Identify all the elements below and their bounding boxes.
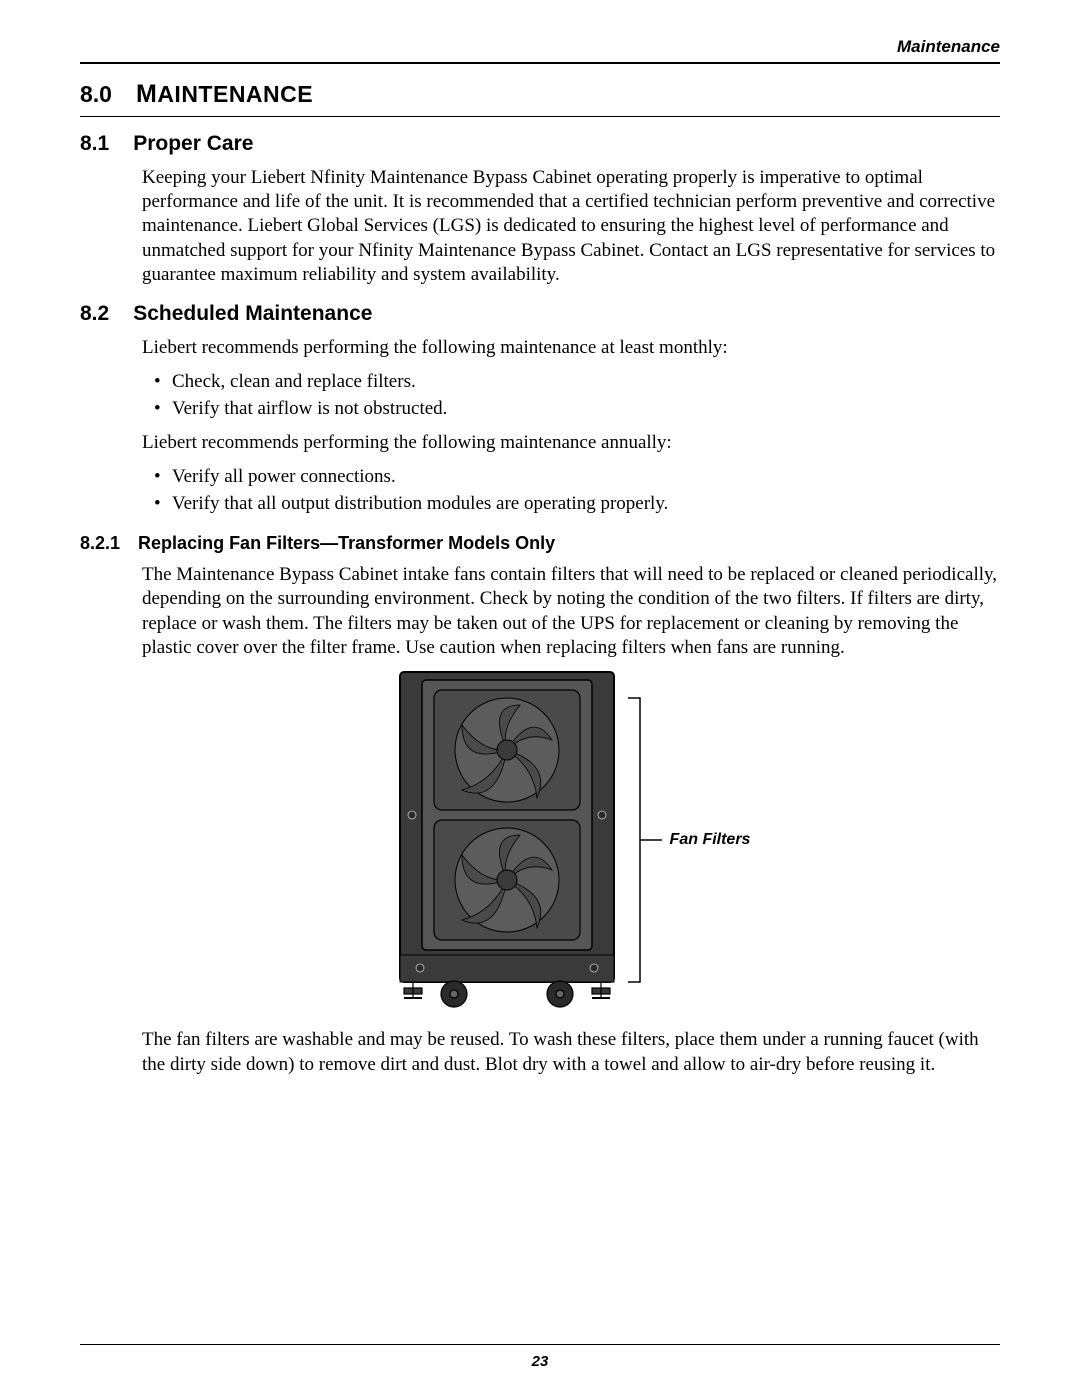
list-item: Verify all power connections. xyxy=(172,465,1000,489)
heading-num: 8.0 xyxy=(80,80,112,109)
annually-list: Verify all power connections. Verify tha… xyxy=(142,465,1000,516)
heading-8-2: 8.2 Scheduled Maintenance xyxy=(80,301,1000,328)
feet xyxy=(404,981,610,1007)
fan-bottom xyxy=(434,820,580,940)
footer-rule xyxy=(80,1344,1000,1345)
rivet xyxy=(598,811,606,819)
heading-title: Scheduled Maintenance xyxy=(133,301,372,328)
fan-top xyxy=(434,690,580,810)
para-monthly-intro: Liebert recommends performing the follow… xyxy=(142,336,1000,360)
rule-sub xyxy=(80,116,1000,117)
para-8-2-1-b: The fan filters are washable and may be … xyxy=(142,1028,1000,1077)
para-8-1: Keeping your Liebert Nfinity Maintenance… xyxy=(142,166,1000,288)
fan-filter-figure: Fan Filters xyxy=(142,670,1000,1010)
page-number: 23 xyxy=(0,1352,1080,1371)
heading-num: 8.2.1 xyxy=(80,532,120,555)
heading-8-0: 8.0 MAINTENANCE xyxy=(80,78,1000,110)
list-item: Verify that all output distribution modu… xyxy=(172,492,1000,516)
fan-hub xyxy=(497,740,517,760)
rule-top xyxy=(80,62,1000,64)
heading-num: 8.2 xyxy=(80,301,109,328)
running-head: Maintenance xyxy=(80,36,1000,58)
heading-title: Replacing Fan Filters—Transformer Models… xyxy=(138,532,555,555)
rivet xyxy=(416,964,424,972)
para-8-2-1-a: The Maintenance Bypass Cabinet intake fa… xyxy=(142,563,1000,660)
cabinet-base xyxy=(400,955,614,982)
list-item: Check, clean and replace filters. xyxy=(172,370,1000,394)
heading-8-2-1: 8.2.1 Replacing Fan Filters—Transformer … xyxy=(80,532,1000,555)
rivet xyxy=(590,964,598,972)
callout-label: Fan Filters xyxy=(670,830,751,850)
heading-8-1: 8.1 Proper Care xyxy=(80,131,1000,158)
heading-num: 8.1 xyxy=(80,131,109,158)
fan-hub xyxy=(497,870,517,890)
monthly-list: Check, clean and replace filters. Verify… xyxy=(142,370,1000,421)
para-annually-intro: Liebert recommends performing the follow… xyxy=(142,431,1000,455)
heading-title: MAINTENANCE xyxy=(136,78,313,110)
heading-title: Proper Care xyxy=(133,131,253,158)
list-item: Verify that airflow is not obstructed. xyxy=(172,397,1000,421)
rivet xyxy=(408,811,416,819)
cabinet-illustration xyxy=(392,670,622,1010)
